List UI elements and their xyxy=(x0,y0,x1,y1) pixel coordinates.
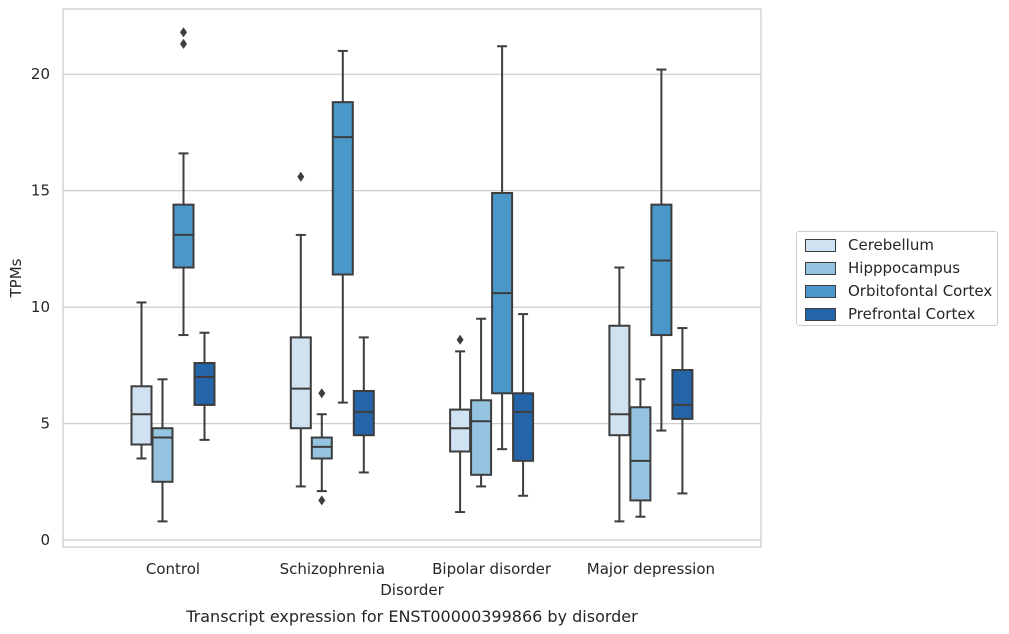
box-iqr xyxy=(310,436,333,460)
box-iqr xyxy=(608,324,631,437)
outlier-point xyxy=(180,38,187,49)
box-iqr xyxy=(193,362,216,406)
box-orbitofontal-cortex xyxy=(172,27,195,337)
box-orbitofontal-cortex xyxy=(331,49,354,404)
box-iqr xyxy=(470,399,493,476)
x-tick-label: Schizophrenia xyxy=(280,560,385,578)
box-hipppocampus xyxy=(310,388,333,506)
box-prefrontal-cortex xyxy=(352,336,375,474)
legend-item-cerebellum: Cerebellum xyxy=(805,235,934,255)
box-iqr xyxy=(130,385,153,446)
legend-item-prefrontal-cortex: Prefrontal Cortex xyxy=(805,304,975,324)
box-hipppocampus xyxy=(151,378,174,523)
y-axis-label: TPMs xyxy=(7,258,25,298)
box-prefrontal-cortex xyxy=(512,313,535,497)
legend-label: Hipppocampus xyxy=(848,259,961,277)
x-tick-label: Major depression xyxy=(587,560,715,578)
box-plots xyxy=(130,27,694,523)
box-cerebellum xyxy=(289,171,312,488)
y-tick-label: 5 xyxy=(40,415,50,433)
box-iqr xyxy=(671,368,694,420)
box-cerebellum xyxy=(130,301,153,460)
box-hipppocampus xyxy=(629,378,652,518)
y-tick-label: 20 xyxy=(31,65,50,83)
box-iqr xyxy=(512,392,535,462)
box-cerebellum xyxy=(608,266,631,523)
legend-swatch xyxy=(805,238,836,252)
x-tick-label: Bipolar disorder xyxy=(432,560,552,578)
y-tick-label: 10 xyxy=(31,298,50,316)
legend-label: Orbitofontal Cortex xyxy=(848,282,993,300)
y-tick-labels: 0 5 10 15 20 xyxy=(31,65,50,549)
legend-item-hippocampus: Hipppocampus xyxy=(805,258,960,278)
legend: Cerebellum Hipppocampus Orbitofontal Cor… xyxy=(796,231,998,326)
box-iqr xyxy=(151,427,174,483)
box-cerebellum xyxy=(449,334,472,514)
outlier-point xyxy=(318,495,326,506)
box-hipppocampus xyxy=(470,317,493,488)
y-tick-label: 15 xyxy=(31,182,50,200)
x-tick-label: Control xyxy=(146,560,200,578)
box-iqr xyxy=(629,406,652,502)
legend-swatch xyxy=(805,261,836,275)
x-tick-labels: Control Schizophrenia Bipolar disorder Majo… xyxy=(146,560,715,578)
outlier-point xyxy=(297,171,305,182)
outlier-point xyxy=(180,27,187,38)
box-orbitofontal-cortex xyxy=(650,68,673,432)
box-iqr xyxy=(172,203,195,269)
y-tick-label: 0 xyxy=(40,531,50,549)
box-iqr xyxy=(449,408,472,453)
outlier-point xyxy=(318,388,326,399)
legend-swatch xyxy=(805,307,836,321)
box-prefrontal-cortex xyxy=(193,331,216,441)
legend-label: Prefrontal Cortex xyxy=(848,305,976,323)
outlier-point xyxy=(456,334,464,345)
x-axis-label: Disorder xyxy=(380,581,444,599)
box-iqr xyxy=(352,389,375,437)
legend-label: Cerebellum xyxy=(848,236,934,254)
box-iqr xyxy=(331,101,354,276)
box-orbitofontal-cortex xyxy=(491,45,514,451)
box-iqr xyxy=(650,203,673,337)
box-prefrontal-cortex xyxy=(671,327,694,495)
chart-title: Transcript expression for ENST0000039986… xyxy=(185,607,638,626)
box-iqr xyxy=(289,336,312,430)
legend-swatch xyxy=(805,284,836,298)
legend-item-orbitofrontal-cortex: Orbitofontal Cortex xyxy=(805,281,992,301)
